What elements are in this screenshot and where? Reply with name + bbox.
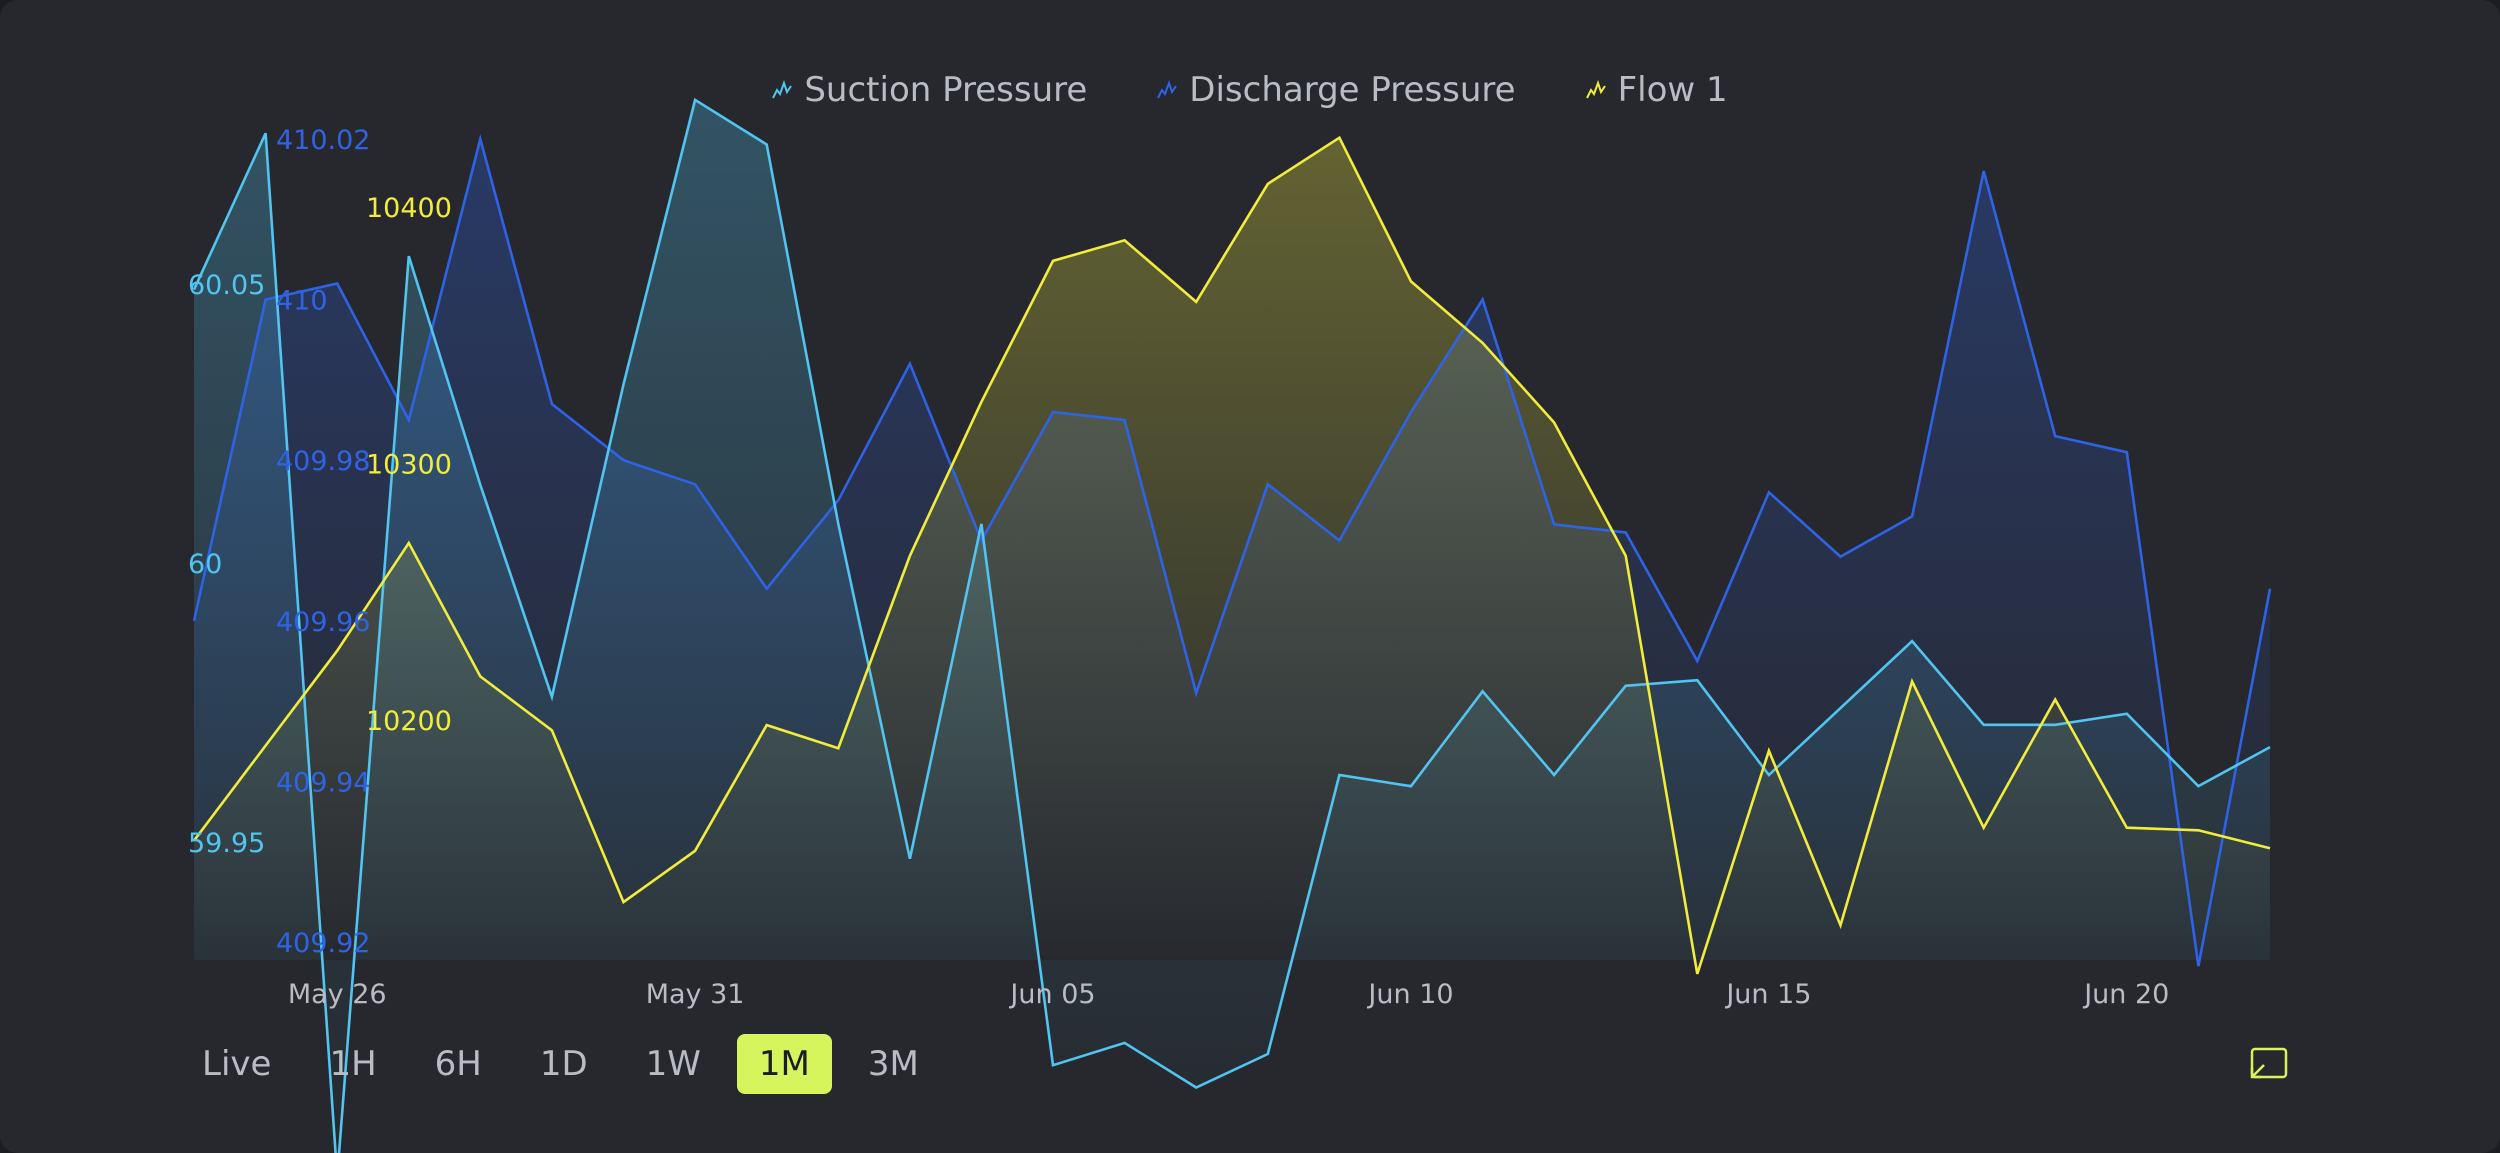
- legend-item-flow-1[interactable]: Flow 1: [1585, 70, 1728, 110]
- x-tick-label: Jun 20: [2082, 979, 2169, 1010]
- y-tick-label: 59.95: [188, 828, 265, 859]
- y-tick-label: 10400: [366, 193, 452, 224]
- y-tick-label: 409.98: [276, 446, 370, 477]
- legend-label: Discharge Pressure: [1189, 70, 1516, 110]
- series-line-icon: [1585, 80, 1606, 99]
- series-line-discharge-pressure: [192, 133, 2272, 967]
- range-button-1w[interactable]: 1W: [645, 1044, 701, 1084]
- y-tick-label: 409.92: [276, 928, 370, 959]
- y-tick-label: 60.05: [188, 270, 265, 301]
- legend-item-discharge-pressure[interactable]: Discharge Pressure: [1157, 70, 1516, 110]
- chart-legend: Suction Pressure Discharge Pressure Flow…: [0, 70, 2500, 110]
- y-tick-label: 409.94: [276, 767, 370, 798]
- x-tick-label: May 26: [288, 979, 387, 1010]
- range-button-6h[interactable]: 6H: [434, 1044, 482, 1084]
- x-tick-label: May 31: [646, 979, 745, 1010]
- range-button-1d[interactable]: 1D: [539, 1044, 588, 1084]
- series-line-icon: [772, 80, 793, 99]
- x-tick-label: Jun 10: [1366, 979, 1453, 1010]
- expand-icon[interactable]: [2248, 1046, 2290, 1080]
- range-button-1m[interactable]: 1M: [736, 1034, 832, 1094]
- series-line-suction-pressure: [192, 97, 2271, 1153]
- range-button-1h[interactable]: 1H: [329, 1044, 377, 1084]
- legend-item-suction-pressure[interactable]: Suction Pressure: [772, 70, 1087, 110]
- range-button-3m[interactable]: 3M: [867, 1044, 919, 1084]
- y-tick-label: 410.02: [276, 125, 370, 156]
- legend-label: Flow 1: [1617, 70, 1728, 110]
- range-button-live[interactable]: Live: [202, 1044, 272, 1084]
- y-tick-label: 60: [188, 549, 222, 580]
- series-line-flow-1: [192, 135, 2271, 975]
- y-tick-label: 410: [276, 286, 328, 317]
- legend-label: Suction Pressure: [804, 70, 1088, 110]
- y-tick-label: 10300: [366, 450, 452, 481]
- x-tick-label: Jun 15: [1724, 979, 1811, 1010]
- y-tick-label: 409.96: [276, 607, 370, 638]
- time-range-selector: Live 1H 6H 1D 1W 1M 3M: [180, 1034, 941, 1094]
- series-line-icon: [1157, 80, 1178, 99]
- series-area-flow-1: [194, 137, 2270, 974]
- y-tick-label: 10200: [366, 706, 452, 737]
- x-tick-label: Jun 05: [1008, 979, 1095, 1010]
